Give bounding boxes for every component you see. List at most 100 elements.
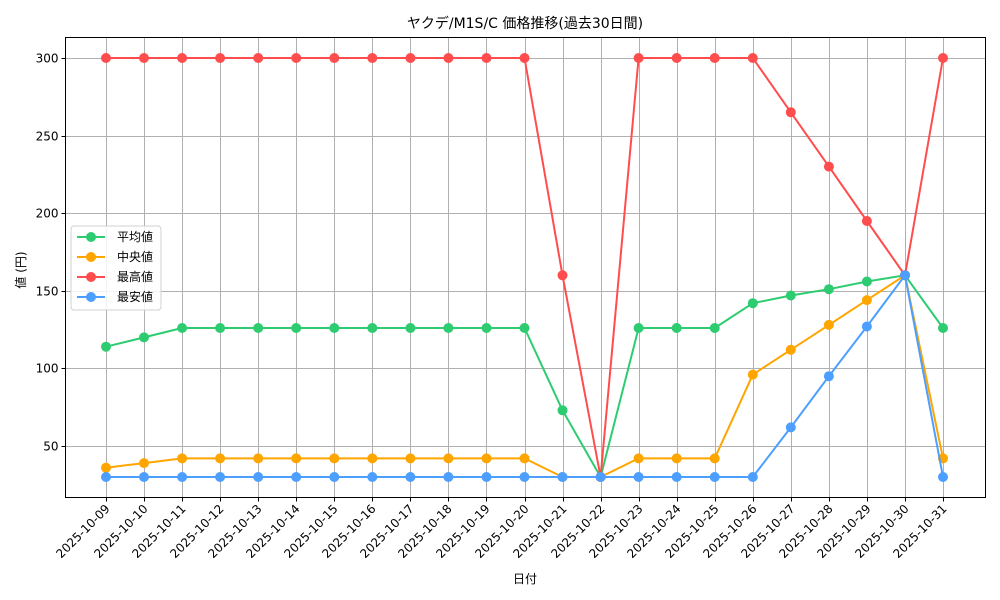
data-point-marker xyxy=(519,453,530,464)
data-point-marker xyxy=(519,472,530,482)
data-point-marker xyxy=(938,472,948,482)
data-point-marker xyxy=(329,453,340,464)
series-lines xyxy=(101,53,948,482)
y-tick-label: 50 xyxy=(43,440,58,454)
data-point-marker xyxy=(823,161,834,172)
data-point-marker xyxy=(747,298,758,309)
data-point-marker xyxy=(405,472,416,482)
data-point-marker xyxy=(177,53,188,63)
data-point-marker xyxy=(367,472,378,482)
y-tick-label: 200 xyxy=(36,207,59,221)
data-point-marker xyxy=(177,323,188,333)
data-point-marker xyxy=(785,422,796,433)
data-point-marker xyxy=(557,472,568,482)
data-point-marker xyxy=(253,323,264,333)
legend-item: 平均値 xyxy=(77,229,153,244)
data-point-marker xyxy=(443,323,454,333)
legend-label: 最安値 xyxy=(117,289,153,304)
data-point-marker xyxy=(443,472,454,482)
series-3 xyxy=(101,270,948,482)
legend-marker-icon xyxy=(86,272,96,282)
series-1 xyxy=(101,270,948,482)
data-point-marker xyxy=(253,472,264,482)
data-point-marker xyxy=(329,53,340,63)
data-point-marker xyxy=(747,472,758,482)
data-point-marker xyxy=(405,453,416,464)
data-point-marker xyxy=(139,53,149,63)
data-point-marker xyxy=(633,323,644,333)
data-point-marker xyxy=(823,284,834,295)
data-point-marker xyxy=(329,323,340,333)
data-point-marker xyxy=(861,295,872,306)
grid-lines xyxy=(65,37,986,498)
y-axis: 50 100 150 200 250 300 xyxy=(36,52,66,454)
data-point-marker xyxy=(367,453,378,464)
series-2 xyxy=(101,53,948,482)
data-point-marker xyxy=(101,341,111,352)
data-point-marker xyxy=(481,53,492,63)
data-point-marker xyxy=(367,323,378,333)
data-point-marker xyxy=(177,472,188,482)
data-point-marker xyxy=(747,369,758,380)
data-point-marker xyxy=(671,323,682,333)
legend-marker-icon xyxy=(86,252,96,262)
data-point-marker xyxy=(215,472,226,482)
x-axis-label: 日付 xyxy=(513,572,537,586)
data-point-marker xyxy=(291,323,302,333)
y-axis-label: 値 (円) xyxy=(13,251,28,288)
data-point-marker xyxy=(101,472,111,482)
data-point-marker xyxy=(101,462,111,473)
data-point-marker xyxy=(861,321,872,332)
data-point-marker xyxy=(557,270,568,281)
data-point-marker xyxy=(709,472,720,482)
data-point-marker xyxy=(139,458,149,469)
data-point-marker xyxy=(900,270,910,281)
legend-item: 中央値 xyxy=(77,249,153,264)
data-point-marker xyxy=(253,53,264,63)
data-point-marker xyxy=(291,53,302,63)
data-point-marker xyxy=(861,276,872,287)
series-0 xyxy=(101,270,948,482)
x-axis: 2025-10-092025-10-102025-10-112025-10-12… xyxy=(53,497,950,561)
legend-box xyxy=(70,225,162,311)
data-point-marker xyxy=(367,53,378,63)
data-point-marker xyxy=(405,323,416,333)
data-point-marker xyxy=(481,472,492,482)
data-point-marker xyxy=(747,53,758,63)
data-point-marker xyxy=(519,53,530,63)
data-point-marker xyxy=(785,344,796,355)
data-point-marker xyxy=(633,472,644,482)
data-point-marker xyxy=(938,53,948,63)
data-point-marker xyxy=(215,323,226,333)
data-point-marker xyxy=(671,453,682,464)
data-point-marker xyxy=(633,453,644,464)
legend-marker-icon xyxy=(86,232,96,242)
data-point-marker xyxy=(139,332,149,343)
data-point-marker xyxy=(709,453,720,464)
y-tick-label: 250 xyxy=(36,130,59,144)
data-point-marker xyxy=(595,472,606,482)
data-point-marker xyxy=(557,405,568,416)
legend-label: 最高値 xyxy=(117,269,153,284)
series-line xyxy=(106,57,944,478)
legend-item: 最高値 xyxy=(77,269,153,284)
y-tick-label: 300 xyxy=(36,52,59,66)
data-point-marker xyxy=(139,472,149,482)
legend-item: 最安値 xyxy=(77,289,153,304)
legend-label: 中央値 xyxy=(117,249,153,264)
legend-label: 平均値 xyxy=(117,229,153,244)
data-point-marker xyxy=(785,290,796,301)
data-point-marker xyxy=(177,453,188,464)
data-point-marker xyxy=(329,472,340,482)
data-point-marker xyxy=(709,323,720,333)
y-tick-label: 100 xyxy=(36,362,59,376)
y-tick-label: 150 xyxy=(36,285,59,299)
data-point-marker xyxy=(671,53,682,63)
data-point-marker xyxy=(215,53,226,63)
data-point-marker xyxy=(443,453,454,464)
data-point-marker xyxy=(861,216,872,226)
data-point-marker xyxy=(938,323,948,333)
data-point-marker xyxy=(823,371,834,382)
